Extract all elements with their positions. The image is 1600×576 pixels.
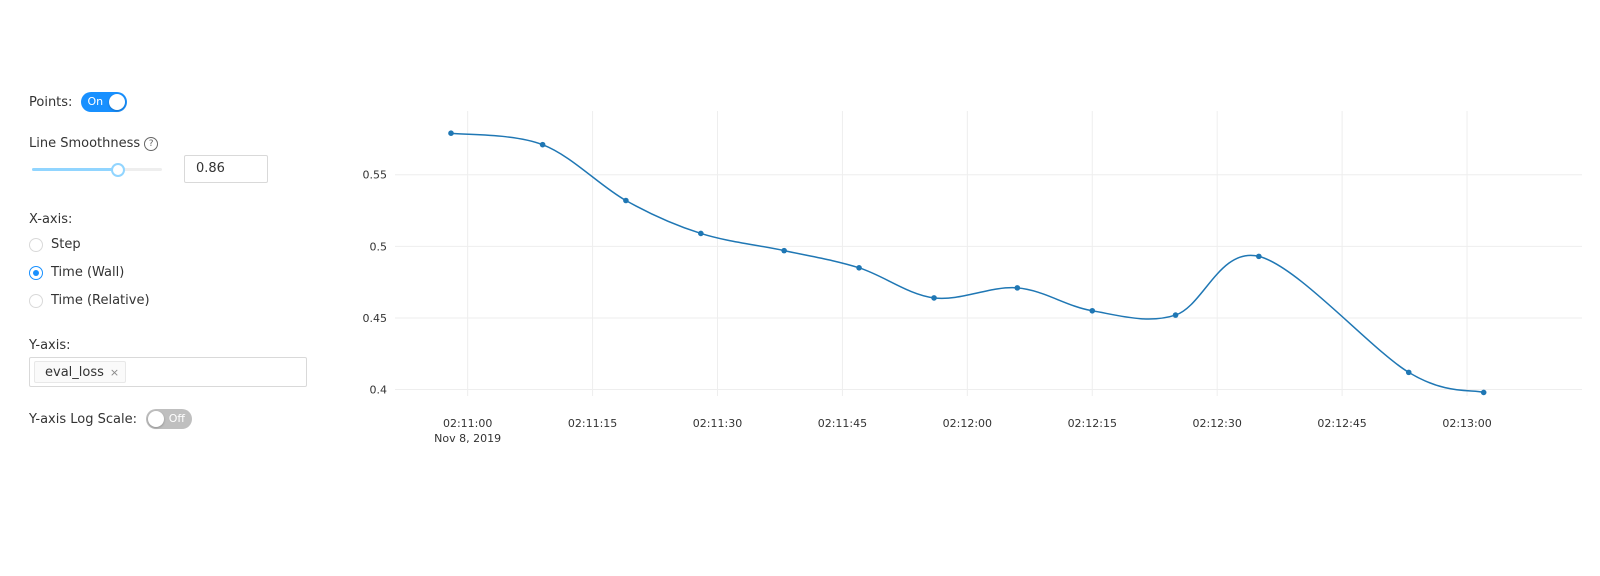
y-axis-ticks: 0.4 0.45 0.5 0.55 [363,169,388,397]
smoothness-controls: 0.86 [29,155,268,183]
yaxis-tag: eval_loss × [34,361,126,383]
yaxis-tag-label: eval_loss [45,365,104,380]
x-axis-ticks: 02:11:00 Nov 8, 2019 02:11:15 02:11:30 02:11… [434,417,1492,445]
radio-label: Time (Wall) [51,265,124,280]
radio-circle [29,238,43,252]
x-tick-label: 02:13:00 [1442,417,1491,430]
xaxis-option-step-row: Step [29,237,81,252]
data-point [1173,312,1179,318]
data-point [1481,390,1487,396]
data-point [856,265,862,271]
data-point [540,142,546,148]
y-tick-label: 0.55 [363,169,388,182]
data-point [931,295,937,301]
points-toggle-text: On [87,95,103,109]
xaxis-option-relative-row: Time (Relative) [29,293,150,308]
data-point [1089,308,1095,314]
smoothness-label: Line Smoothness [29,136,140,151]
y-tick-label: 0.5 [370,240,388,253]
x-tick-label: 02:12:30 [1192,417,1241,430]
x-tick-label: 02:11:00 [443,417,492,430]
log-scale-toggle-text: Off [169,412,185,426]
data-point [1256,254,1262,260]
x-tick-label: 02:12:45 [1317,417,1366,430]
data-point [698,231,704,237]
x-tick-label: 02:11:45 [818,417,867,430]
data-point [781,248,787,254]
yaxis-label-row: Y-axis: [29,338,71,353]
smoothness-slider[interactable] [32,162,162,176]
yaxis-select-row: eval_loss × [29,357,307,387]
x-tick-label: 02:12:15 [1068,417,1117,430]
points-row: Points: On [29,92,127,112]
points-label: Points: [29,95,72,110]
slider-handle[interactable] [111,163,125,177]
xaxis-radio-time-wall[interactable]: Time (Wall) [29,265,124,280]
log-scale-toggle[interactable]: Off [146,409,192,429]
xaxis-label-row: X-axis: [29,212,72,227]
smoothness-input[interactable]: 0.86 [184,155,268,183]
x-tick-label: 02:11:15 [568,417,617,430]
question-circle-icon[interactable]: ? [144,137,158,151]
x-tick-date-label: Nov 8, 2019 [434,432,501,445]
radio-label: Step [51,237,81,252]
radio-circle [29,294,43,308]
xaxis-label: X-axis: [29,212,72,227]
log-scale-label: Y-axis Log Scale: [29,412,137,427]
log-scale-toggle-knob [148,411,164,427]
points-toggle-knob [109,94,125,110]
log-scale-row: Y-axis Log Scale: Off [29,409,192,429]
smoothness-row: Line Smoothness ? [29,136,158,151]
radio-label: Time (Relative) [51,293,150,308]
xaxis-option-wall-row: Time (Wall) [29,265,124,280]
x-tick-label: 02:12:00 [943,417,992,430]
data-point [1015,285,1021,291]
xaxis-radio-step[interactable]: Step [29,237,81,252]
data-point [1406,370,1412,376]
y-tick-label: 0.45 [363,312,388,325]
data-point [623,198,629,204]
data-point [448,130,454,136]
xaxis-radio-time-relative[interactable]: Time (Relative) [29,293,150,308]
yaxis-label: Y-axis: [29,338,71,353]
x-tick-label: 02:11:30 [693,417,742,430]
yaxis-select[interactable]: eval_loss × [29,357,307,387]
radio-circle [29,266,43,280]
points-toggle[interactable]: On [81,92,127,112]
y-tick-label: 0.4 [370,384,388,397]
grid-layer [395,111,1582,396]
slider-track [32,168,118,171]
close-icon[interactable]: × [110,366,119,379]
